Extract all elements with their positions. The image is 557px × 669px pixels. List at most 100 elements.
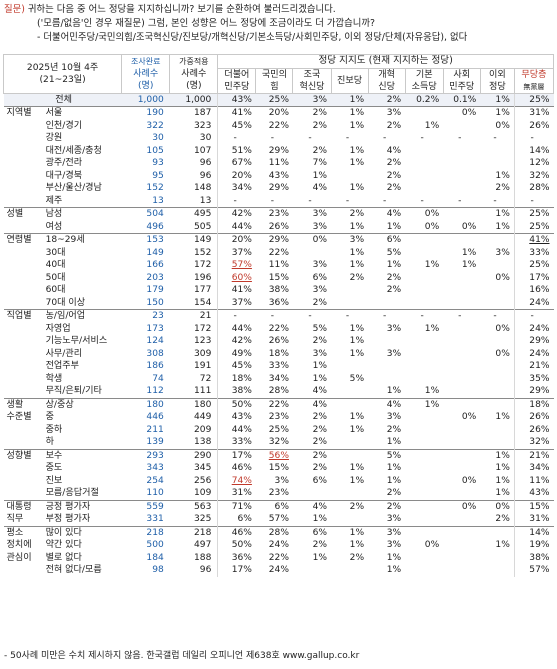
table-row: 광주/전라 93 96 67% 11% 7% 1% 2% 12% xyxy=(4,157,554,170)
group-label: 대통령 xyxy=(3,499,44,513)
pct-cell: - xyxy=(270,133,275,144)
pct-cell xyxy=(405,335,443,348)
row-label: 인천/경기 xyxy=(45,120,83,131)
pct-cell: 1% xyxy=(424,323,440,334)
row-label: 중도 xyxy=(45,463,63,474)
pct-cell: 3% xyxy=(312,348,328,359)
row-label: 자영업 xyxy=(45,323,71,334)
pct-cell: 0% xyxy=(495,120,510,131)
pct-cell: 1% xyxy=(331,92,369,107)
pct-cell: 2% xyxy=(331,207,369,221)
table-row: 기능노무/서비스 124 123 42% 26% 2% 1% 29% xyxy=(4,335,554,348)
pct-cell xyxy=(480,552,514,565)
pct-cell xyxy=(405,411,443,424)
pct-cell: 2% xyxy=(349,272,365,283)
pct-cell: 24% xyxy=(268,565,289,576)
pct-cell: 15% xyxy=(268,463,289,474)
weighted-count: 449 xyxy=(194,412,212,423)
pct-cell: 1% xyxy=(495,488,510,499)
pct-cell: 1% xyxy=(312,361,328,372)
row-label: 서울 xyxy=(43,106,122,120)
weighted-count: 154 xyxy=(194,297,212,308)
pct-cell: 1% xyxy=(349,247,365,258)
pct-cell: 1% xyxy=(386,475,402,486)
pct-cell xyxy=(331,436,368,449)
pct-cell: 3% xyxy=(386,540,402,551)
pct-cell: - xyxy=(513,194,554,208)
pct-cell xyxy=(443,436,480,449)
pct-cell: 29% xyxy=(513,385,554,398)
pct-cell: 1% xyxy=(495,221,510,232)
pct-cell: 56% xyxy=(255,448,293,462)
pct-cell xyxy=(480,145,514,158)
pct-cell xyxy=(331,448,369,462)
pct-cell: 1% xyxy=(312,552,328,563)
pct-cell xyxy=(443,360,480,373)
group-label xyxy=(4,221,44,234)
pct-cell xyxy=(443,373,480,386)
pct-cell: 43% xyxy=(217,92,256,107)
party-header-1: 더불어 민주당 xyxy=(217,67,257,94)
pct-cell: 42% xyxy=(217,207,256,221)
pct-cell: 3% xyxy=(274,475,289,486)
pct-cell: 2% xyxy=(386,170,402,181)
group-label: 성별 xyxy=(3,207,44,221)
pct-cell: 46% xyxy=(217,462,256,475)
pct-cell: - xyxy=(493,195,497,206)
pct-cell: 4% xyxy=(368,207,406,221)
pct-cell xyxy=(480,259,514,272)
pct-cell: 2% xyxy=(312,437,328,448)
pct-cell: 0% xyxy=(495,323,510,334)
table-row: 정치에 약간 있다 500 497 50% 24% 2% 1% 3% 0% 1% 19% xyxy=(4,539,554,552)
pct-cell: 1% xyxy=(331,525,369,539)
row-label: 학생 xyxy=(45,373,63,384)
pct-cell: 24% xyxy=(513,296,554,310)
sample-count: 254 xyxy=(146,475,164,486)
weighted-count: 1,000 xyxy=(169,92,218,107)
pct-cell: 1% xyxy=(349,424,365,435)
pct-cell: 2% xyxy=(386,285,402,296)
pct-cell xyxy=(405,475,443,488)
pct-cell: 24% xyxy=(513,347,554,360)
pct-cell: 3% xyxy=(292,92,332,107)
pct-cell: - xyxy=(458,195,462,206)
sample-count: 13 xyxy=(152,195,164,206)
weighted-count: 218 xyxy=(169,525,218,539)
pct-cell: 25% xyxy=(513,220,554,234)
pct-cell: - xyxy=(480,309,515,323)
pct-cell: 3% xyxy=(386,412,402,423)
sample-count: 322 xyxy=(146,120,164,131)
pct-cell: 67% xyxy=(217,157,256,170)
pct-cell xyxy=(443,335,480,348)
table-row: 관심이 별로 없다 184 188 36% 22% 1% 2% 1% 38% xyxy=(4,551,554,565)
pct-cell: 1% xyxy=(495,412,510,423)
weighted-count: 172 xyxy=(194,323,212,334)
weighted-count: 290 xyxy=(169,448,218,462)
weighted-count: 21 xyxy=(169,309,218,323)
pct-cell: 2% xyxy=(386,488,402,499)
row-label: 전혀 없다/모름 xyxy=(45,565,102,576)
pct-cell: 11% xyxy=(268,158,289,169)
table-row: 대구/경북 95 96 20% 43% 1% 2% 1% 32% xyxy=(4,169,554,182)
pct-cell xyxy=(405,284,443,297)
table-row: 중도 343 345 46% 15% 2% 1% 1% 1% 34% xyxy=(4,462,554,475)
pct-cell xyxy=(368,373,405,386)
pct-cell: 22% xyxy=(268,120,289,131)
pct-cell: 0% xyxy=(292,233,332,247)
table-row: 연령별 18~29세 153 149 20% 29% 0% 3% 6% 41% xyxy=(3,233,554,247)
table-row: 대통령 긍정 평가자 559 563 71% 6% 4% 2% 2% 0% 0% 15% xyxy=(3,499,554,513)
pct-cell: 2% xyxy=(312,424,328,435)
pct-cell: 46% xyxy=(217,525,256,539)
pct-cell: 1% xyxy=(424,260,440,271)
pct-cell: 43% xyxy=(268,170,289,181)
pct-cell xyxy=(331,360,368,373)
row-label: 농/임/어업 xyxy=(43,309,122,323)
group-label: 관심이 xyxy=(6,552,32,563)
pct-cell: 23% xyxy=(255,207,293,221)
pct-cell xyxy=(331,513,368,526)
weighted-count: 180 xyxy=(169,397,218,411)
weighted-count: 187 xyxy=(169,106,218,120)
sample-count: 504 xyxy=(121,207,170,221)
pct-cell: 38% xyxy=(513,551,554,564)
pct-cell: 5% xyxy=(312,323,328,334)
